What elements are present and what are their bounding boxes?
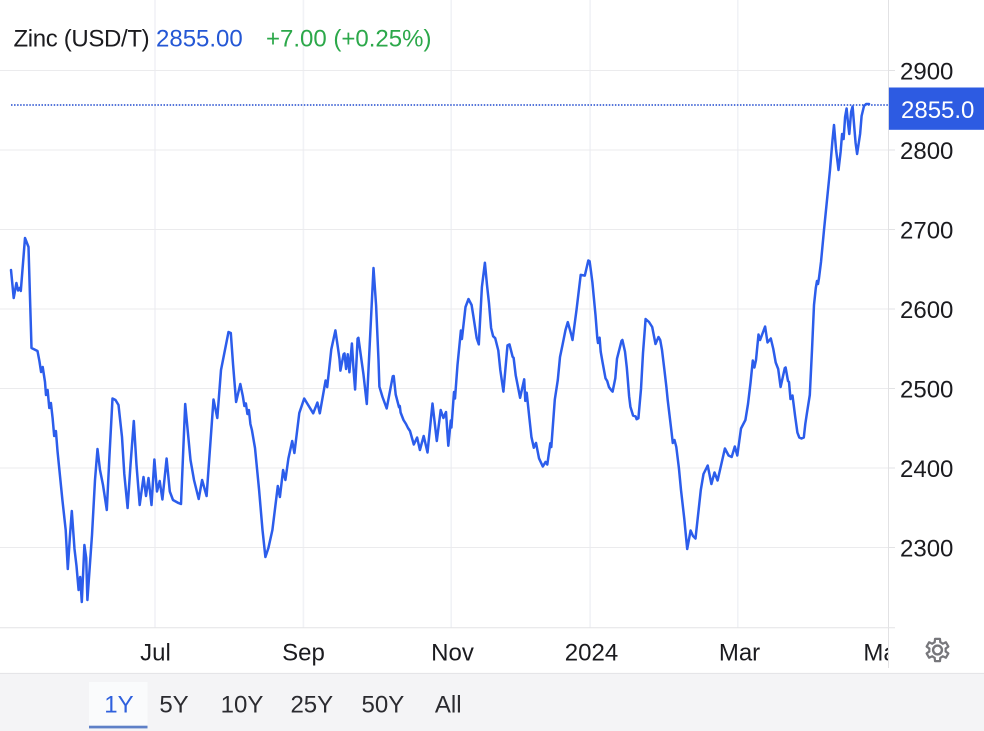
svg-text:All: All [435,692,462,719]
svg-text:2024: 2024 [565,640,618,667]
svg-text:50Y: 50Y [362,692,405,719]
svg-text:Jul: Jul [140,640,171,667]
svg-text:2800: 2800 [900,138,953,165]
svg-text:Zinc (USD/T): Zinc (USD/T) [14,26,150,53]
svg-text:May: May [863,640,908,667]
svg-text:25Y: 25Y [290,692,333,719]
svg-text:2855.0: 2855.0 [901,97,974,124]
svg-text:2400: 2400 [900,456,953,483]
svg-text:Mar: Mar [719,640,760,667]
svg-text:1Y: 1Y [104,692,133,719]
svg-text:2600: 2600 [900,297,953,324]
svg-text:2700: 2700 [900,218,953,245]
svg-text:2900: 2900 [900,59,953,86]
svg-text:2500: 2500 [900,377,953,404]
svg-text:2300: 2300 [900,536,953,563]
svg-text:Sep: Sep [282,640,325,667]
svg-text:2855.00: 2855.00 [156,26,243,53]
svg-text:Nov: Nov [431,640,474,667]
svg-text:5Y: 5Y [159,692,188,719]
svg-text:10Y: 10Y [221,692,264,719]
svg-text:+7.00 (+0.25%): +7.00 (+0.25%) [266,26,431,53]
